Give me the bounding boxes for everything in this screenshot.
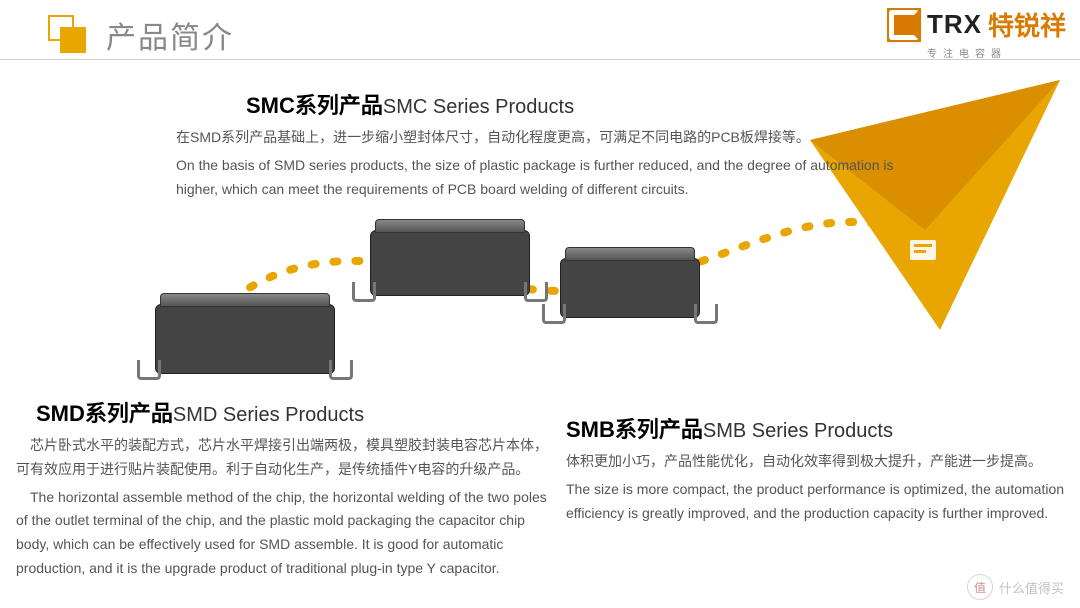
logo-text-en: TRX — [927, 9, 982, 40]
watermark-icon: 值 — [967, 574, 993, 600]
smc-title-cn: SMC系列产品 — [246, 93, 383, 118]
smc-title-en: SMC Series Products — [383, 96, 574, 118]
smd-desc-cn: 芯片卧式水平的装配方式，芯片水平焊接引出端两极，模具塑胶封装电容芯片本体，可有效… — [16, 434, 556, 482]
smc-component — [370, 230, 530, 296]
logo-text-cn: 特锐祥 — [988, 6, 1066, 43]
smc-section: SMC系列产品SMC Series Products 在SMD系列产品基础上，进… — [176, 88, 896, 201]
smb-title: SMB系列产品SMB Series Products — [566, 412, 1072, 444]
smc-title: SMC系列产品SMC Series Products — [246, 88, 896, 120]
smd-component — [155, 304, 335, 374]
brand-logo: TRX 特锐祥 专注电容器 — [887, 6, 1066, 60]
smd-desc-en: The horizontal assemble method of the ch… — [16, 486, 556, 581]
smd-title: SMD系列产品SMD Series Products — [36, 396, 556, 428]
smc-desc-en: On the basis of SMD series products, the… — [176, 154, 896, 202]
smb-component — [560, 258, 700, 318]
smd-title-en: SMD Series Products — [173, 404, 364, 426]
smd-section: SMD系列产品SMD Series Products 芯片卧式水平的装配方式，芯… — [16, 396, 556, 581]
smc-desc-cn: 在SMD系列产品基础上，进一步缩小塑封体尺寸，自动化程度更高，可满足不同电路的P… — [176, 126, 896, 150]
logo-mark-icon — [887, 8, 921, 42]
smd-title-cn: SMD系列产品 — [36, 401, 173, 426]
watermark-text: 什么值得买 — [999, 578, 1064, 597]
watermark: 值 什么值得买 — [967, 574, 1064, 600]
title-icon — [48, 15, 88, 55]
page-title: 产品简介 — [106, 13, 234, 57]
smb-title-cn: SMB系列产品 — [566, 417, 703, 442]
smb-section: SMB系列产品SMB Series Products 体积更加小巧，产品性能优化… — [566, 412, 1072, 525]
smb-title-en: SMB Series Products — [703, 420, 893, 442]
smb-desc-en: The size is more compact, the product pe… — [566, 478, 1072, 526]
logo-tagline: 专注电容器 — [927, 45, 1066, 60]
smb-desc-cn: 体积更加小巧，产品性能优化，自动化效率得到极大提升，产能进一步提高。 — [566, 450, 1072, 474]
